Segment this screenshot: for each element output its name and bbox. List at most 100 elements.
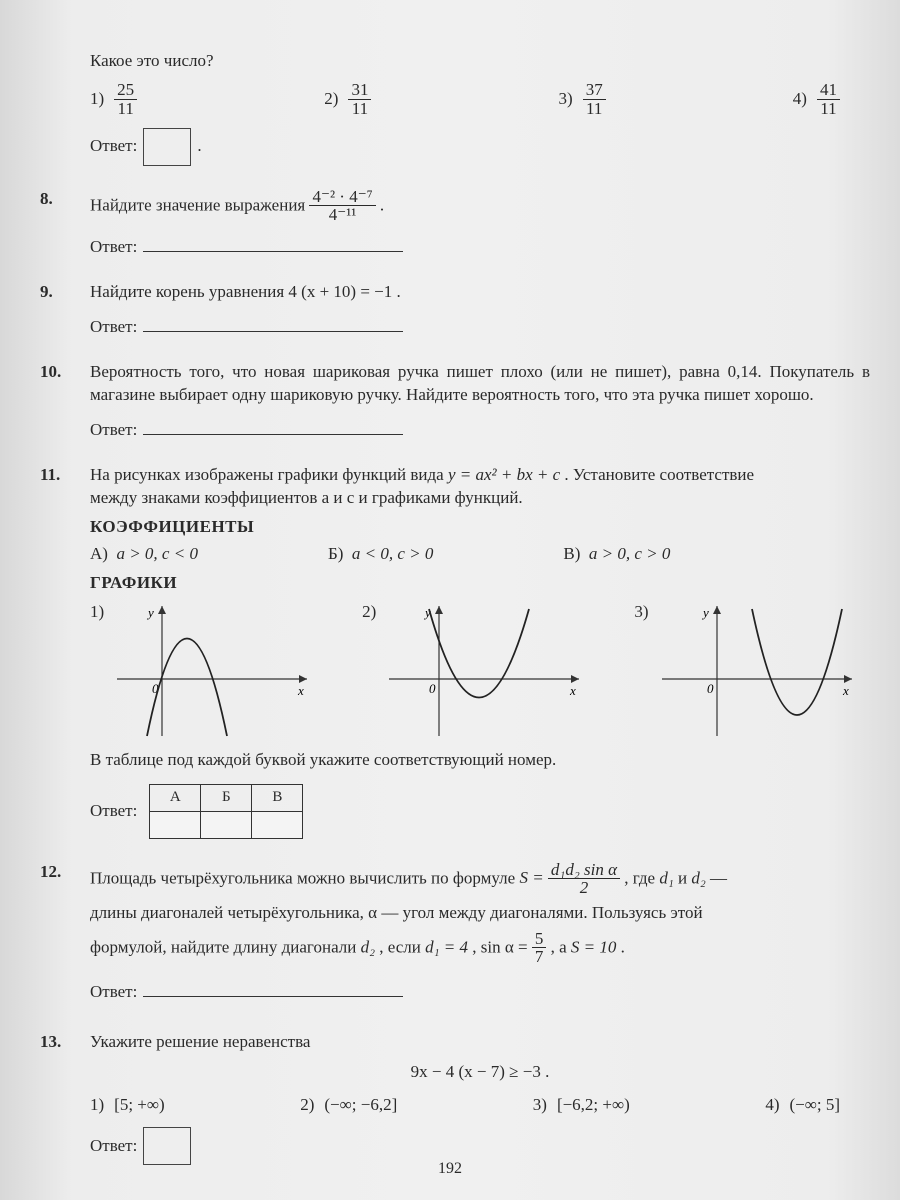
q7-prompt: Какое это число? xyxy=(90,50,870,73)
answer-line[interactable] xyxy=(143,234,403,252)
problem-13: 13. Укажите решение неравенства 9x − 4 (… xyxy=(40,1031,870,1166)
page-number: 192 xyxy=(0,1158,900,1180)
problem-8: 8. Найдите значение выражения 4⁻² · 4⁻⁷ … xyxy=(40,188,870,260)
fraction-expr: 4⁻² · 4⁻⁷ 4⁻¹¹ xyxy=(309,188,375,225)
q10-text: Вероятность того, что новая шариковая ру… xyxy=(90,361,870,407)
answer-label: Ответ: xyxy=(90,1135,137,1158)
q8-answer: Ответ: xyxy=(90,234,870,259)
coeff-v: В) a > 0, c > 0 xyxy=(563,543,670,566)
q11-answer: Ответ: А Б В xyxy=(90,784,870,839)
abv-header: В xyxy=(252,784,303,811)
q11-line1: На рисунках изображены графики функций в… xyxy=(90,464,870,487)
q7-opt-3: 3) 37 11 xyxy=(559,81,606,118)
opt-value: [5; +∞) xyxy=(114,1094,165,1117)
opt-label: 2) xyxy=(300,1094,314,1117)
answer-box[interactable] xyxy=(143,128,191,166)
opt-value: [−6,2; +∞) xyxy=(557,1094,630,1117)
problem-number: 11. xyxy=(40,464,90,839)
opt-label: 3) xyxy=(533,1094,547,1117)
q13-inequality: 9x − 4 (x − 7) ≥ −3 . xyxy=(90,1061,870,1084)
q13-opt-4: 4) (−∞; 5] xyxy=(765,1094,840,1117)
parabola-3-icon: 0 x y xyxy=(657,601,857,741)
coeff-b: Б) a < 0, c > 0 xyxy=(328,543,433,566)
problem-7: Какое это число? 1) 25 11 2) 31 11 xyxy=(40,50,870,166)
fraction: 37 11 xyxy=(583,81,606,118)
answer-line[interactable] xyxy=(143,417,403,435)
coeff-row: А) a > 0, c < 0 Б) a < 0, c > 0 В) a > 0… xyxy=(90,543,870,566)
answer-line[interactable] xyxy=(143,979,403,997)
graph-3: 3) 0 x y xyxy=(634,601,856,741)
opt-label: 4) xyxy=(765,1094,779,1117)
period: . xyxy=(197,135,201,158)
problem-12: 12. Площадь четырёхугольника можно вычис… xyxy=(40,861,870,1009)
graph-label: 2) xyxy=(362,601,376,624)
graph-1: 1) 0 x y xyxy=(90,601,312,741)
abv-cell[interactable] xyxy=(201,811,252,838)
parabola-1-icon: 0 x y xyxy=(112,601,312,741)
opt-label: 3) xyxy=(559,88,573,111)
q12-answer: Ответ: xyxy=(90,976,870,1008)
q13-opt-1: 1) [5; +∞) xyxy=(90,1094,165,1117)
svg-text:x: x xyxy=(297,683,304,698)
graph-title: ГРАФИКИ xyxy=(90,572,870,595)
problem-number: 8. xyxy=(40,188,90,260)
answer-label: Ответ: xyxy=(90,135,137,158)
q7-answer: Ответ: . xyxy=(90,128,870,166)
problem-9: 9. Найдите корень уравнения 4 (x + 10) =… xyxy=(40,281,870,339)
q7-opt-4: 4) 41 11 xyxy=(793,81,840,118)
q12-line2: длины диагоналей четырёхугольника, α — у… xyxy=(90,897,870,929)
q13-text: Укажите решение неравенства xyxy=(90,1031,870,1054)
svg-text:0: 0 xyxy=(707,681,714,696)
problem-number: 12. xyxy=(40,861,90,1009)
opt-label: 1) xyxy=(90,88,104,111)
page: Какое это число? 1) 25 11 2) 31 11 xyxy=(0,0,900,1200)
opt-value: (−∞; −6,2] xyxy=(324,1094,397,1117)
q9-text: Найдите корень уравнения 4 (x + 10) = −1… xyxy=(90,281,870,304)
q9-answer: Ответ: xyxy=(90,314,870,339)
q13-options: 1) [5; +∞) 2) (−∞; −6,2] 3) [−6,2; +∞) 4… xyxy=(90,1094,870,1117)
answer-line[interactable] xyxy=(143,314,403,332)
fraction: 5 7 xyxy=(532,930,547,967)
answer-label: Ответ: xyxy=(90,419,137,442)
q7-opt-2: 2) 31 11 xyxy=(324,81,371,118)
fraction: 25 11 xyxy=(114,81,137,118)
fraction: 31 11 xyxy=(348,81,371,118)
answer-label: Ответ: xyxy=(90,976,137,1008)
answer-label: Ответ: xyxy=(90,800,137,823)
q7-opt-1: 1) 25 11 xyxy=(90,81,137,118)
answer-label: Ответ: xyxy=(90,236,137,259)
svg-text:x: x xyxy=(569,683,576,698)
svg-text:0: 0 xyxy=(429,681,436,696)
q8-text: Найдите значение выражения 4⁻² · 4⁻⁷ 4⁻¹… xyxy=(90,188,870,225)
graph-label: 3) xyxy=(634,601,648,624)
problem-number: 10. xyxy=(40,361,90,442)
svg-text:y: y xyxy=(701,605,709,620)
abv-header: А xyxy=(150,784,201,811)
graph-label: 1) xyxy=(90,601,104,624)
opt-label: 1) xyxy=(90,1094,104,1117)
abv-cell[interactable] xyxy=(252,811,303,838)
coeff-a: А) a > 0, c < 0 xyxy=(90,543,198,566)
opt-value: (−∞; 5] xyxy=(789,1094,840,1117)
parabola-2-icon: 0 x y xyxy=(384,601,584,741)
fraction: 41 11 xyxy=(817,81,840,118)
q10-answer: Ответ: xyxy=(90,417,870,442)
q7-options: 1) 25 11 2) 31 11 3) 37 xyxy=(90,81,870,118)
opt-label: 2) xyxy=(324,88,338,111)
q12-line3: формулой, найдите длину диагонали d₂ , е… xyxy=(90,930,870,967)
problem-number: 9. xyxy=(40,281,90,339)
q11-line2: между знаками коэффициентов a и c и граф… xyxy=(90,487,870,510)
svg-text:y: y xyxy=(146,605,154,620)
q13-opt-2: 2) (−∞; −6,2] xyxy=(300,1094,397,1117)
opt-label: 4) xyxy=(793,88,807,111)
problem-number-blank xyxy=(40,50,90,166)
graph-row: 1) 0 x y 2) xyxy=(90,601,870,741)
formula: S = d₁d₂ sin α 2 xyxy=(519,868,624,887)
q12-line1: Площадь четырёхугольника можно вычислить… xyxy=(90,861,870,898)
problem-number: 13. xyxy=(40,1031,90,1166)
abv-cell[interactable] xyxy=(150,811,201,838)
svg-text:x: x xyxy=(842,683,849,698)
problem-11: 11. На рисунках изображены графики функц… xyxy=(40,464,870,839)
abv-header: Б xyxy=(201,784,252,811)
abv-table: А Б В xyxy=(149,784,303,839)
